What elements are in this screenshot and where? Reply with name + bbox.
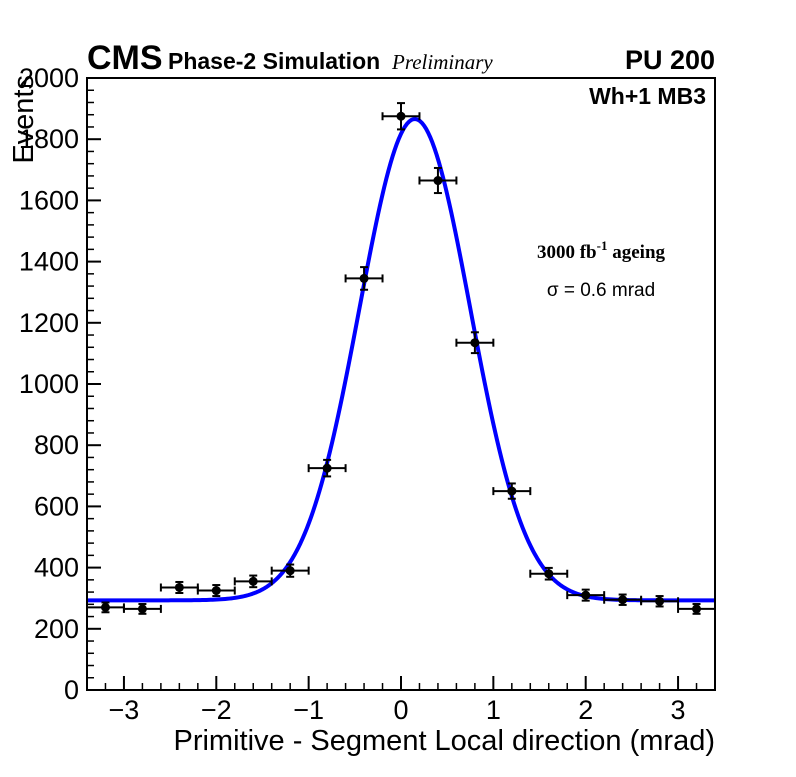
y-tick-label: 1400 bbox=[19, 247, 79, 277]
y-tick-label: 400 bbox=[34, 553, 79, 583]
marker bbox=[618, 595, 628, 605]
marker bbox=[470, 338, 480, 348]
y-tick-label: 2000 bbox=[19, 63, 79, 93]
fit-curve bbox=[87, 117, 715, 603]
data-point bbox=[122, 603, 162, 615]
data-point bbox=[677, 603, 716, 615]
y-tick-label: 0 bbox=[64, 675, 79, 705]
y-tick-label: 1800 bbox=[19, 124, 79, 154]
x-axis-title: Primitive - Segment Local direction (mra… bbox=[173, 725, 715, 757]
gaussian-fit-curve bbox=[87, 117, 715, 603]
marker bbox=[137, 604, 147, 614]
y-tick-label: 1000 bbox=[19, 369, 79, 399]
preliminary-label: Preliminary bbox=[391, 50, 493, 74]
y-axis-title: Events bbox=[8, 75, 40, 164]
data-point bbox=[196, 584, 236, 598]
simulation-label: Phase-2 Simulation bbox=[168, 48, 380, 74]
data-point bbox=[603, 593, 643, 606]
marker bbox=[581, 590, 591, 600]
marker bbox=[100, 602, 110, 612]
data-point bbox=[381, 102, 421, 131]
y-tick-label: 1600 bbox=[19, 185, 79, 215]
y-tick-label: 800 bbox=[34, 430, 79, 460]
x-tick-label: 1 bbox=[486, 695, 501, 725]
marker bbox=[692, 604, 702, 614]
marker bbox=[285, 566, 295, 576]
marker bbox=[211, 586, 221, 596]
x-tick-label: 3 bbox=[671, 695, 686, 725]
x-tick-label: −1 bbox=[293, 695, 324, 725]
marker bbox=[322, 463, 332, 473]
marker bbox=[655, 596, 665, 606]
marker bbox=[433, 176, 443, 186]
axes-ticks bbox=[86, 77, 716, 691]
data-point bbox=[307, 458, 347, 478]
data-point bbox=[159, 580, 199, 594]
y-tick-label: 1200 bbox=[19, 308, 79, 338]
x-tick-label: −2 bbox=[201, 695, 232, 725]
x-tick-label: 2 bbox=[578, 695, 593, 725]
x-tick-label: 0 bbox=[393, 695, 408, 725]
tick-labels: 0 200 400 600 800 1000 1200 1400 1600 1800 2000 −3 −… bbox=[19, 63, 686, 725]
data-point bbox=[344, 266, 384, 291]
data-point bbox=[640, 595, 680, 608]
data-point bbox=[529, 566, 569, 581]
plot-frame bbox=[86, 77, 716, 691]
data-point bbox=[270, 563, 310, 578]
marker bbox=[396, 111, 406, 121]
y-tick-label: 600 bbox=[34, 491, 79, 521]
lumi-ageing-label: 3000 fb-1 ageing bbox=[537, 238, 666, 263]
data-point bbox=[233, 574, 273, 589]
data-point bbox=[418, 166, 458, 195]
marker bbox=[174, 582, 184, 592]
x-tick-label: −3 bbox=[109, 695, 140, 725]
marker bbox=[544, 569, 554, 579]
cms-logo: CMS bbox=[87, 39, 163, 77]
marker bbox=[248, 576, 258, 586]
data-points bbox=[86, 102, 716, 615]
data-point bbox=[566, 588, 606, 602]
data-point bbox=[455, 331, 495, 355]
y-tick-label: 200 bbox=[34, 614, 79, 644]
sigma-label: σ = 0.6 mrad bbox=[547, 280, 655, 301]
marker bbox=[359, 273, 369, 283]
marker bbox=[507, 486, 517, 496]
pileup-label: PU 200 bbox=[625, 45, 715, 75]
data-point bbox=[492, 482, 532, 500]
region-label: Wh+1 MB3 bbox=[589, 83, 706, 109]
